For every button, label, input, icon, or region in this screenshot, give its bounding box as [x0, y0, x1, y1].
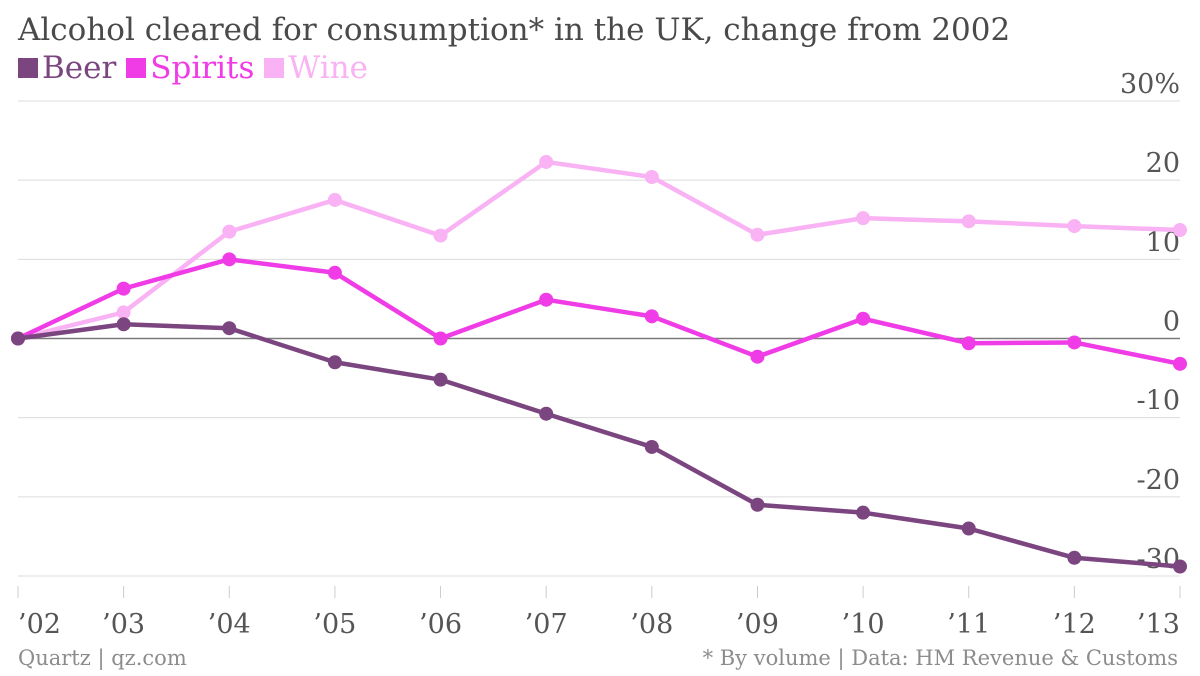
data-point-wine [539, 154, 554, 169]
x-tick-label: ’08 [630, 609, 673, 640]
data-point-spirits [327, 265, 342, 280]
legend-label-spirits: Spirits [150, 50, 255, 86]
data-point-wine [116, 305, 131, 320]
x-tick-label: ’04 [208, 609, 251, 640]
chart-legend: Beer Spirits Wine [18, 50, 378, 86]
series-line-wine [15, 159, 1183, 341]
data-point-beer [1067, 550, 1082, 565]
y-tick-label: 0 [1163, 307, 1180, 338]
y-tick-label: -10 [1137, 386, 1180, 417]
series-line-spirits [15, 257, 1183, 367]
x-tick-label: ’10 [842, 609, 885, 640]
data-point-wine [961, 214, 976, 229]
data-point-beer [539, 406, 554, 421]
x-tick-label: ’07 [525, 609, 568, 640]
y-tick-label: 20 [1146, 148, 1180, 179]
footer-source-right: * By volume | Data: HM Revenue & Customs [702, 646, 1178, 670]
series-line-beer [15, 322, 1183, 569]
data-point-beer [856, 505, 871, 520]
x-tick-label: ’13 [1137, 609, 1180, 640]
data-point-spirits [644, 309, 659, 324]
y-tick-label: 30% [1120, 69, 1180, 100]
data-point-spirits [750, 349, 765, 364]
data-point-wine [856, 211, 871, 226]
data-point-beer [433, 372, 448, 387]
legend-swatch-wine [264, 58, 285, 78]
x-tick-label: ’12 [1053, 609, 1096, 640]
x-tick-label: ’02 [18, 609, 61, 640]
x-tick-label: ’05 [313, 609, 356, 640]
legend-swatch-beer [18, 58, 38, 78]
legend-label-beer: Beer [42, 50, 117, 86]
data-point-beer [750, 497, 765, 512]
legend-item-beer: Beer [18, 50, 116, 86]
x-tick-label: ’03 [102, 609, 145, 640]
footer-source-left: Quartz | qz.com [18, 646, 187, 670]
data-point-spirits [539, 292, 554, 307]
legend-item-spirits: Spirits [126, 50, 254, 86]
legend-item-wine: Wine [264, 50, 368, 86]
data-point-beer [1173, 559, 1187, 574]
x-tick-label: ’09 [736, 609, 779, 640]
data-point-beer [11, 331, 25, 346]
data-point-spirits [1173, 356, 1187, 371]
data-point-spirits [961, 336, 976, 351]
data-point-wine [1067, 219, 1082, 234]
data-point-wine [1173, 223, 1187, 238]
data-point-wine [750, 227, 765, 242]
data-point-spirits [116, 281, 131, 296]
x-tick-label: ’06 [419, 609, 462, 640]
chart-title: Alcohol cleared for consumption* in the … [18, 12, 1011, 48]
data-point-wine [644, 170, 659, 184]
y-tick-label: -20 [1137, 465, 1180, 496]
legend-label-wine: Wine [288, 50, 368, 86]
legend-swatch-spirits [126, 58, 147, 78]
data-point-beer [644, 439, 659, 454]
data-point-spirits [856, 311, 871, 326]
data-point-spirits [1067, 335, 1082, 350]
data-point-beer [222, 321, 237, 336]
data-point-spirits [433, 331, 448, 346]
data-point-wine [222, 224, 237, 239]
data-point-beer [961, 521, 976, 536]
data-point-wine [327, 192, 342, 207]
data-point-spirits [222, 252, 237, 267]
data-point-beer [327, 355, 342, 370]
data-point-beer [116, 317, 131, 332]
data-point-wine [433, 228, 448, 243]
y-tick-label: -30 [1137, 544, 1180, 575]
x-tick-label: ’11 [947, 609, 990, 640]
